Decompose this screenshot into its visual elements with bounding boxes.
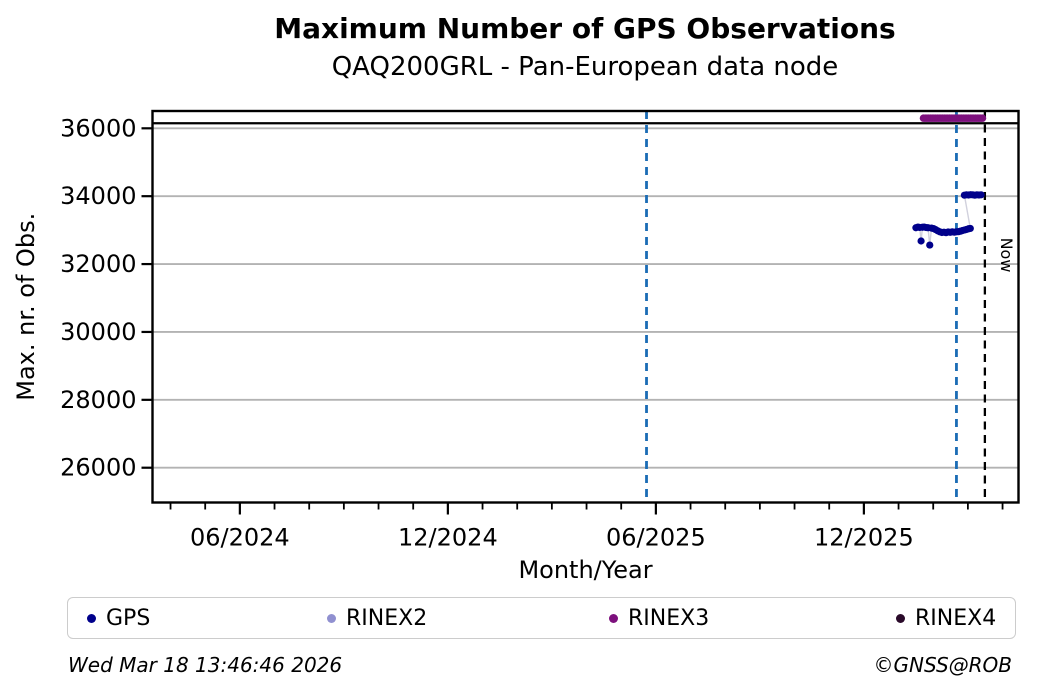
y-tick-label: 28000 xyxy=(60,386,136,414)
page-title: Maximum Number of GPS Observations xyxy=(274,12,896,45)
rinex3-point xyxy=(978,114,987,122)
footer-timestamp: Wed Mar 18 13:46:46 2026 xyxy=(68,653,343,677)
gps-connector xyxy=(915,193,982,246)
legend-item-rinex3: RINEX3 xyxy=(609,598,709,638)
x-tick-label: 12/2024 xyxy=(398,524,498,552)
x-tick-label: 06/2025 xyxy=(606,524,706,552)
x-tick-label: 06/2024 xyxy=(190,524,290,552)
y-axis-label: Max. nr. of Obs. xyxy=(12,213,40,401)
rinex4-dot-icon xyxy=(896,613,905,623)
now-label: Now xyxy=(997,238,1016,273)
legend-item-gps: GPS xyxy=(87,598,150,638)
gps-point xyxy=(917,237,925,245)
legend: GPS RINEX2 RINEX3 RINEX4 xyxy=(67,597,1016,639)
y-tick-label: 34000 xyxy=(60,182,136,210)
legend-item-label: RINEX2 xyxy=(346,605,428,631)
plot-frame xyxy=(151,109,1020,504)
gps-dot-icon xyxy=(87,613,96,623)
y-tick-label: 36000 xyxy=(60,114,136,142)
legend-item-label: GPS xyxy=(106,605,151,631)
legend-item-rinex4: RINEX4 xyxy=(896,598,996,638)
legend-item-label: RINEX4 xyxy=(915,605,997,631)
y-tick-label: 30000 xyxy=(60,318,136,346)
gps-point xyxy=(966,224,974,233)
x-axis-label: Month/Year xyxy=(518,556,652,584)
legend-item-rinex2: RINEX2 xyxy=(327,598,427,638)
gps-point xyxy=(977,191,985,199)
y-tick-label: 26000 xyxy=(60,454,136,482)
footer-copyright: ©GNSS@ROB xyxy=(873,653,1013,677)
rinex3-dot-icon xyxy=(609,613,618,623)
chart-canvas: Now 26000 28000 30000 32000 34000 36000 06/2024… xyxy=(12,109,1020,584)
page-subtitle: QAQ200GRL - Pan-European data node xyxy=(331,52,839,82)
legend-item-label: RINEX3 xyxy=(628,605,710,631)
gps-point xyxy=(926,241,934,249)
y-tick-label: 32000 xyxy=(60,250,136,278)
rinex2-dot-icon xyxy=(327,613,336,623)
x-tick-label: 12/2025 xyxy=(814,524,914,552)
